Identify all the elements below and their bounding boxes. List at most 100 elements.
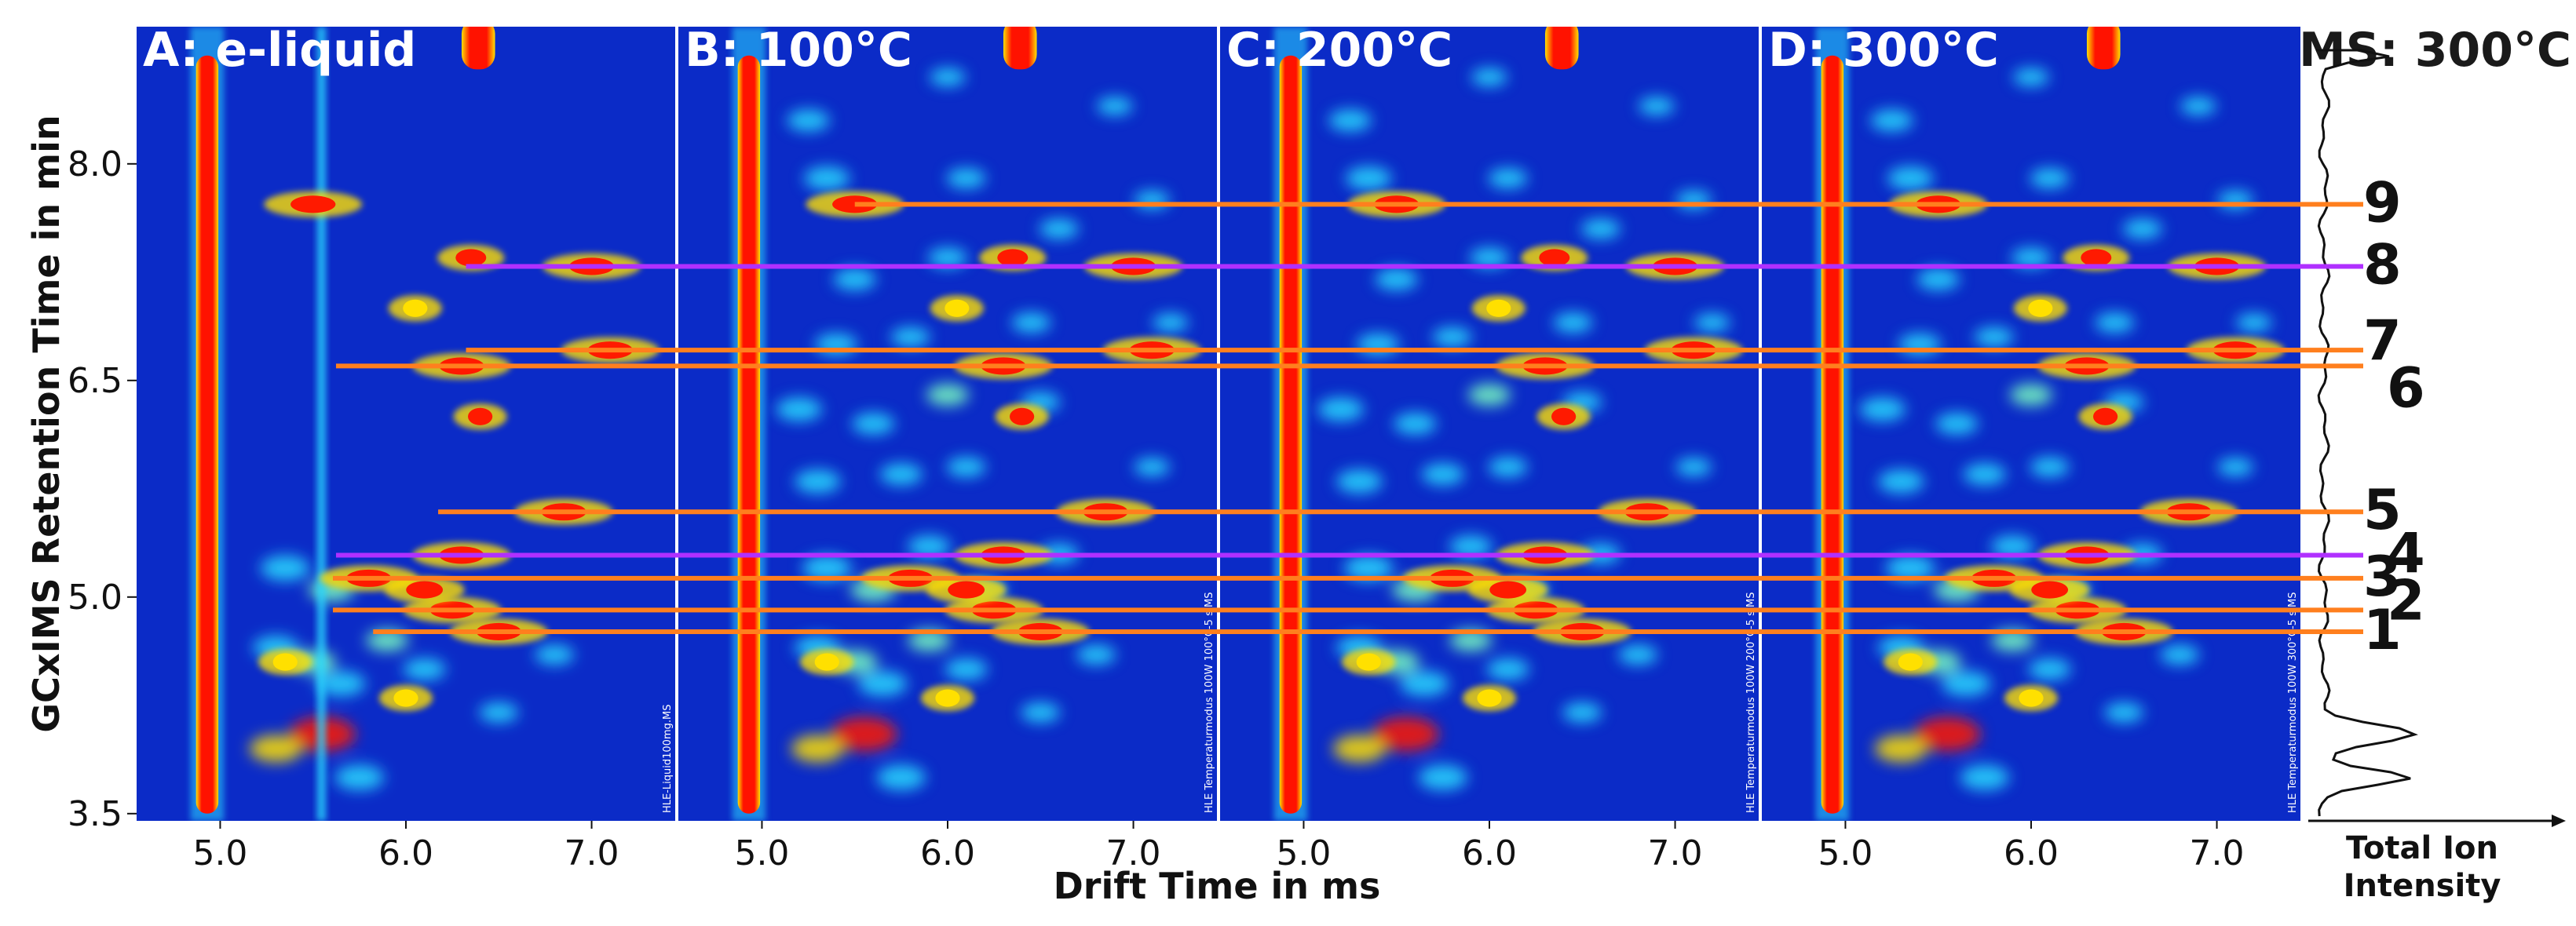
peak-blob [997,249,1029,267]
signal-spot [908,535,951,558]
peak-blob [2019,689,2044,707]
signal-spot [1011,312,1051,334]
peak-blobs [1342,191,1743,712]
x-tick-label: 7.0 [2190,833,2245,873]
arrow-icon [2552,815,2566,827]
signal-spot [1470,247,1509,268]
signal-spot [1418,764,1468,790]
signal-spot [2104,702,2144,723]
signal-spot [2010,384,2052,406]
x-axis-label: Drift Time in ms [1054,865,1381,907]
background-signals [1317,67,1730,790]
signal-spot [1916,268,1960,290]
axes: 3.5 5.0 6.5 8.0 Drift Time in ms GCxIMS Reten… [25,115,1380,907]
peak-blob [1551,407,1577,425]
signal-spot [1878,469,1924,494]
peak-blob [406,581,444,599]
signal-spot [1421,463,1464,486]
signal-spot [1097,97,1133,115]
signal-spot [908,629,951,651]
signal-spot [930,67,966,87]
signal-spot [1333,735,1386,763]
signal-spot [926,384,969,406]
signal-spot [1336,469,1383,494]
signal-spot [2160,644,2200,665]
signal-spot [1346,166,1392,191]
rip-column [737,55,761,814]
signal-spot [787,109,830,132]
signal-spot [1488,457,1528,478]
peak-label-9: 9 [2363,170,2402,235]
signal-spot [831,716,897,752]
peak-blob [2081,249,2112,267]
signal-spot [946,168,986,189]
signal-spot [2123,218,2162,239]
peak-blob [935,689,960,707]
peak-blob [948,581,985,599]
peak-label-2: 2 [2387,568,2425,633]
peak-label-6: 6 [2387,355,2425,420]
peak-connector-lines [333,202,2363,634]
y-axis-label: GCxIMS Retention Time in min [25,115,68,732]
x-tick-label: 5.0 [192,833,247,873]
peak-label-8: 8 [2363,232,2402,297]
x-tick-label: 7.0 [1648,833,1703,873]
rip-column [1821,55,1844,814]
signal-spot [2217,458,2253,476]
signal-spot [535,644,575,665]
peak-blob [945,299,970,317]
peak-blob [290,195,336,213]
signal-spot [1317,397,1364,421]
tic-axis-label-line2: Intensity [2344,868,2501,904]
signal-spot [366,629,409,651]
signal-spot [1471,67,1507,87]
vertical-trace [316,27,327,821]
heatmap-panel-1: A: e-liquid HLE-Liquid100mg.MS 5.0 6.0 7.0 [137,23,675,873]
panel-title: B: 100°C [685,23,912,78]
peak-label-4: 4 [2387,521,2425,585]
signal-spot [1562,702,1602,723]
peak-blob [1539,249,1570,267]
signal-spot [1963,463,2006,486]
signal-spot [1581,218,1621,239]
heatmap-panel-2: B: 100°C HLE Temperaturmodus 100W 100°C-5… [678,23,1217,873]
signal-spot [1153,313,1189,332]
signal-spot [804,166,850,191]
x-tick-label: 7.0 [565,833,619,873]
signal-spot [1870,109,1913,132]
signal-spot [1935,413,1979,435]
signal-spot [2236,313,2272,332]
panel-file-label: HLE Temperaturmodus 100W 300°C-5 s.MS [2287,592,2299,813]
x-tick-label: 6.0 [2004,833,2059,873]
panel-title: D: 300°C [1768,23,1999,78]
signal-spot [876,764,926,790]
signal-spot [1468,384,1511,406]
top-peak [2086,27,2121,70]
signal-spot [1372,716,1439,752]
signal-spot [1486,658,1529,680]
heatmap-panel-4: D: 300°C HLE Temperaturmodus 100W 300°C-5… [1762,23,2300,873]
signal-spot [1076,644,1116,665]
peak-blob [272,653,298,671]
peak-blob [468,407,493,425]
x-tick-label: 6.0 [1462,833,1517,873]
peak-blob [1010,407,1035,425]
peak-blob [2093,407,2118,425]
signal-spot [403,658,446,680]
top-peak [461,27,495,70]
signal-spot [1394,413,1437,435]
signal-spot [2030,457,2070,478]
signal-spot [316,671,366,697]
x-tick-label: 5.0 [1276,833,1331,873]
signal-spot [1488,168,1528,189]
signal-spot [261,555,310,581]
signal-spot [1859,397,1906,421]
signal-spot [795,469,841,494]
signal-spot [1021,702,1061,723]
signal-spot [2030,168,2070,189]
signal-spot [1974,326,2014,348]
signal-spot [946,457,986,478]
panel-file-label: HLE Temperaturmodus 100W 100°C-5 s.MS [1204,592,1215,813]
